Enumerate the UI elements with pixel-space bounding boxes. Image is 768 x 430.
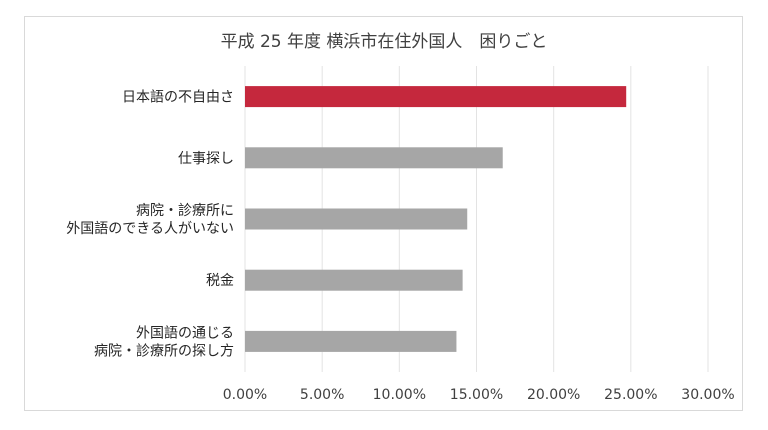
category-label: 病院・診療所の探し方 <box>94 342 234 359</box>
x-tick-label: 15.00% <box>450 387 503 403</box>
bar <box>245 208 468 230</box>
x-tick-label: 20.00% <box>527 387 580 403</box>
x-tick-label: 10.00% <box>373 387 426 403</box>
category-label: 日本語の不自由さ <box>122 90 234 106</box>
x-tick-label: 30.00% <box>681 387 734 403</box>
bar <box>245 147 503 169</box>
x-tick-label: 0.00% <box>223 387 267 403</box>
category-label: 税金 <box>206 273 234 289</box>
gridlines <box>244 66 709 372</box>
bars <box>245 86 627 352</box>
x-tick-label: 25.00% <box>604 387 657 403</box>
category-label: 外国語の通じる <box>136 325 234 341</box>
category-label: 仕事探し <box>178 151 234 167</box>
category-label: 外国語のできる人がいない <box>66 221 234 237</box>
bar <box>245 330 457 352</box>
x-tick-label: 5.00% <box>300 387 344 403</box>
x-axis-ticks: 0.00% 5.00% 10.00% 15.00% 20.00% 25.00% 30.00% <box>223 387 735 403</box>
bar <box>245 86 627 108</box>
chart-title: 平成 25 年度 横浜市在住外国人 困りごと <box>221 32 548 52</box>
category-labels: 日本語の不自由さ仕事探し病院・診療所に外国語のできる人がいない税金外国語の通じる… <box>66 90 234 360</box>
bar <box>245 269 463 291</box>
category-label: 病院・診療所に <box>136 202 234 219</box>
